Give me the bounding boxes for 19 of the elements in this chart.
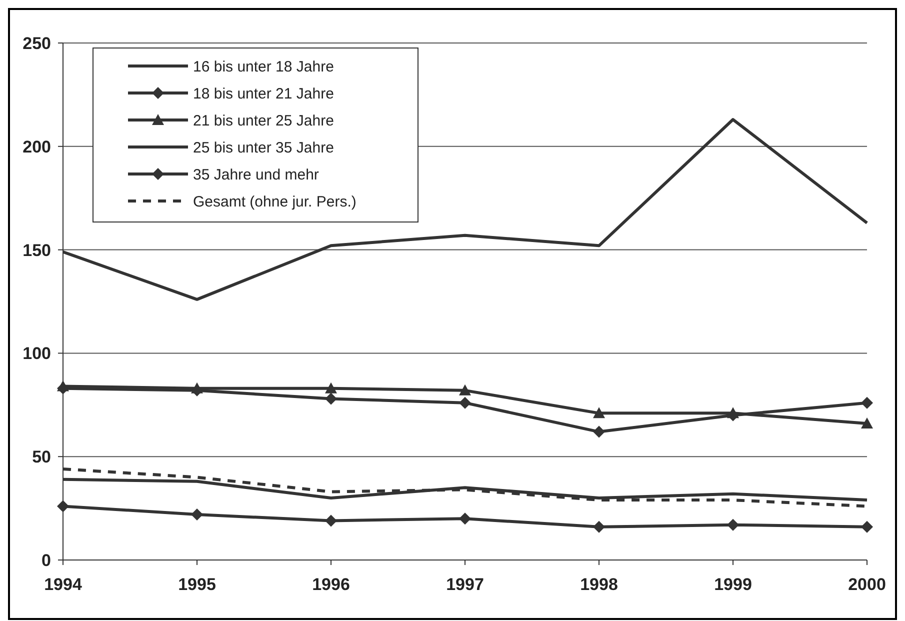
- x-tick-label: 1995: [178, 575, 216, 594]
- legend-label: 25 bis unter 35 Jahre: [193, 139, 334, 156]
- y-tick-label: 0: [42, 550, 51, 570]
- y-tick-label: 150: [22, 240, 51, 260]
- legend-label: 16 bis unter 18 Jahre: [193, 58, 334, 76]
- legend-label: 18 bis unter 21 Jahre: [193, 85, 334, 102]
- legend-label: 21 bis unter 25 Jahre: [193, 112, 334, 130]
- x-tick-label: 1997: [446, 575, 484, 594]
- legend-label: Gesamt (ohne jur. Pers.): [193, 193, 356, 210]
- legend-label: 35 Jahre und mehr: [193, 166, 319, 184]
- x-tick-label: 1996: [312, 575, 350, 594]
- x-tick-label: 1994: [44, 575, 82, 594]
- y-tick-label: 200: [22, 137, 51, 156]
- y-tick-label: 250: [22, 34, 51, 53]
- y-tick-label: 100: [22, 344, 51, 364]
- y-tick-label: 50: [32, 448, 51, 467]
- x-tick-label: 2000: [848, 575, 886, 594]
- x-tick-label: 1999: [714, 575, 752, 594]
- x-tick-label: 1998: [580, 575, 618, 594]
